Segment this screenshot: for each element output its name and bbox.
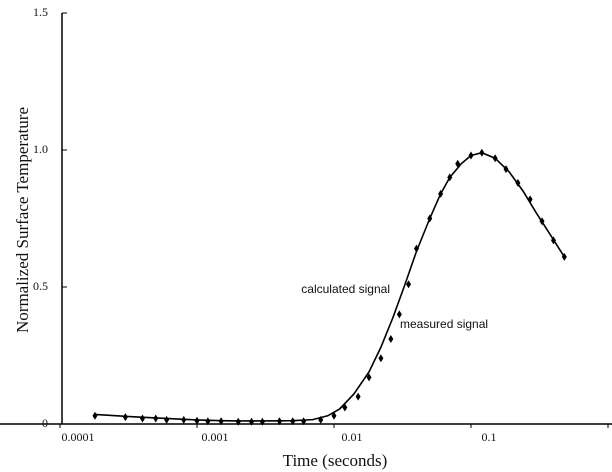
annotation: calculated signal: [301, 282, 390, 296]
marker: [413, 244, 419, 253]
marker: [331, 411, 337, 420]
marker: [153, 414, 159, 423]
marker: [527, 195, 533, 204]
marker: [366, 373, 372, 382]
marker: [396, 310, 402, 319]
marker: [503, 165, 509, 174]
annotation: measured signal: [400, 317, 488, 331]
marker: [492, 154, 498, 163]
marker: [290, 417, 296, 426]
y-tick-label: 1.5: [33, 5, 48, 19]
marker: [205, 417, 211, 426]
line: [94, 151, 566, 422]
x-tick-label: 0.001: [202, 430, 229, 444]
marker: [194, 416, 200, 425]
marker: [301, 417, 307, 426]
x-tick-label: 0.0001: [62, 430, 95, 444]
marker: [92, 411, 98, 420]
marker: [388, 335, 394, 344]
marker: [455, 159, 461, 168]
marker: [355, 392, 361, 401]
marker: [342, 403, 348, 412]
marker: [515, 178, 521, 187]
y-tick-label: 1.0: [33, 142, 48, 156]
marker: [139, 414, 145, 423]
marker: [164, 415, 170, 424]
x-axis-title: Time (seconds): [283, 451, 388, 470]
y-tick-label: 0.5: [33, 279, 48, 293]
marker: [468, 151, 474, 160]
marker: [550, 236, 556, 245]
marker: [479, 148, 485, 157]
marker: [181, 415, 187, 424]
marker: [378, 354, 384, 363]
marker: [318, 415, 324, 424]
marker: [259, 417, 265, 426]
marker: [249, 417, 255, 426]
marker: [539, 217, 545, 226]
marker: [218, 417, 224, 426]
marker: [438, 189, 444, 198]
y-axis-title: Normalized Surface Temperature: [13, 107, 32, 333]
marker: [561, 252, 567, 261]
marker: [276, 417, 282, 426]
marker: [122, 413, 128, 422]
x-tick-label: 0.01: [342, 430, 363, 444]
marker: [447, 173, 453, 182]
marker: [235, 417, 241, 426]
marker: [406, 280, 412, 289]
marker: [427, 214, 433, 223]
x-tick-label: 0.1: [482, 430, 497, 444]
y-tick-label: 0: [42, 416, 48, 430]
